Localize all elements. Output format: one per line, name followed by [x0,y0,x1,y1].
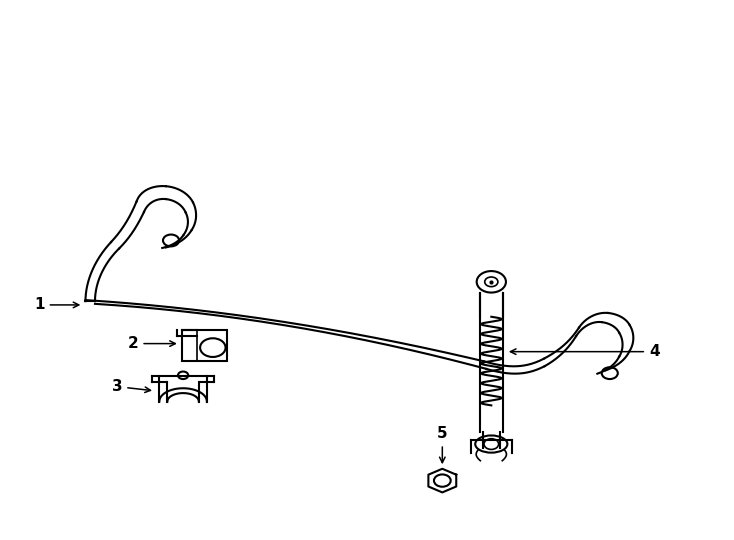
Circle shape [178,372,188,379]
Circle shape [602,367,618,379]
Text: 5: 5 [437,427,448,463]
Text: 4: 4 [510,344,660,359]
Circle shape [484,438,498,449]
Text: 3: 3 [112,379,150,394]
Text: 2: 2 [128,336,175,351]
FancyBboxPatch shape [182,330,228,361]
Ellipse shape [475,435,507,453]
Circle shape [484,277,498,287]
Circle shape [476,271,506,293]
Circle shape [434,475,451,487]
Circle shape [163,234,179,246]
Polygon shape [429,469,457,492]
Text: 1: 1 [34,298,79,313]
Circle shape [200,338,225,357]
